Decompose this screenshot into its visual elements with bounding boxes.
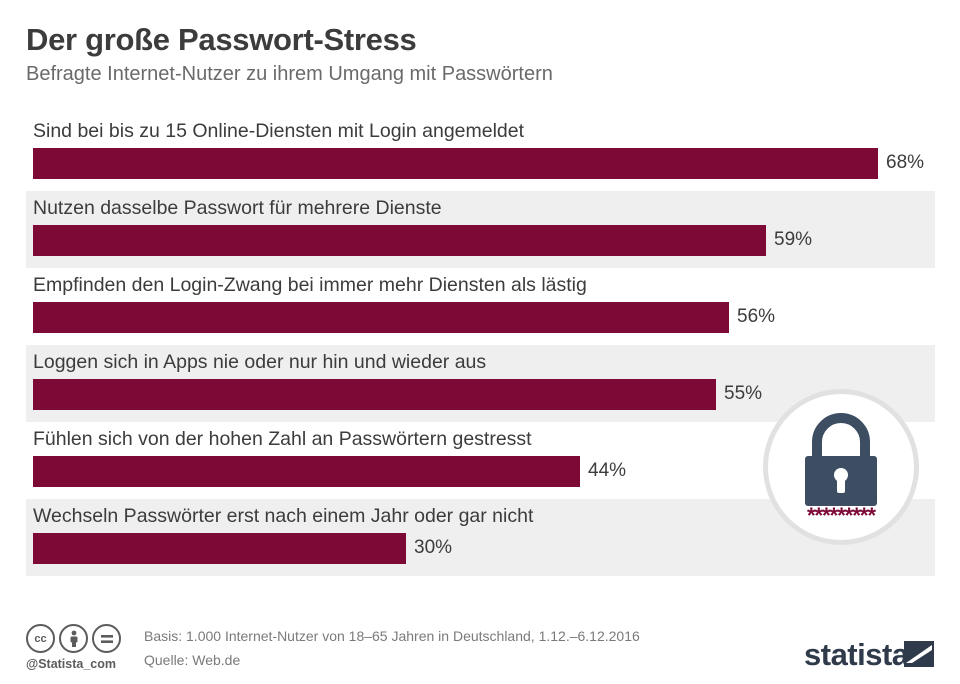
bar-row: Wechseln Passwörter erst nach einem Jahr…: [26, 499, 935, 576]
chart-subtitle: Befragte Internet-Nutzer zu ihrem Umgang…: [26, 63, 553, 85]
chart-title: Der große Passwort-Stress: [26, 22, 417, 57]
statista-logo[interactable]: statista: [804, 637, 909, 672]
bar-row: Loggen sich in Apps nie oder nur hin und…: [26, 345, 935, 422]
bar-row: Nutzen dasselbe Passwort für mehrere Die…: [26, 191, 935, 268]
bar-category-label: Fühlen sich von der hohen Zahl an Passwö…: [33, 428, 532, 450]
padlock-icon: *********: [805, 413, 877, 528]
bar-value-label: 68%: [886, 152, 925, 173]
bar-category-label: Nutzen dasselbe Passwort für mehrere Die…: [33, 197, 442, 219]
basis-note: Basis: 1.000 Internet-Nutzer von 18–65 J…: [144, 628, 640, 644]
bar: [33, 456, 580, 487]
bar-value-label: 56%: [737, 306, 776, 327]
bar: [33, 225, 766, 256]
bar-value-label: 30%: [414, 537, 453, 558]
bar-category-label: Sind bei bis zu 15 Online-Diensten mit L…: [33, 120, 525, 142]
bar: [33, 302, 729, 333]
statista-handle[interactable]: @Statista_com: [26, 657, 116, 671]
nd-icon[interactable]: [92, 624, 121, 653]
bar-category-label: Wechseln Passwörter erst nach einem Jahr…: [33, 505, 534, 527]
bar-category-label: Empfinden den Login-Zwang bei immer mehr…: [33, 274, 587, 296]
license-icons: cc: [26, 624, 121, 653]
bar: [33, 379, 716, 410]
cc-icon[interactable]: cc: [26, 624, 55, 653]
bar-category-label: Loggen sich in Apps nie oder nur hin und…: [33, 351, 487, 373]
lock-badge: *********: [763, 389, 919, 545]
statista-logo-mark-icon: [904, 641, 934, 667]
masked-password: *********: [807, 503, 876, 528]
source-note: Quelle: Web.de: [144, 652, 241, 668]
bar-value-label: 55%: [724, 383, 763, 404]
bar-row: Sind bei bis zu 15 Online-Diensten mit L…: [26, 114, 935, 191]
bar-row: Fühlen sich von der hohen Zahl an Passwö…: [26, 422, 935, 499]
bar-value-label: 44%: [588, 460, 627, 481]
bar-chart: Sind bei bis zu 15 Online-Diensten mit L…: [26, 114, 935, 578]
bar: [33, 148, 878, 179]
bar-row: Empfinden den Login-Zwang bei immer mehr…: [26, 268, 935, 345]
by-icon[interactable]: [59, 624, 88, 653]
bar: [33, 533, 406, 564]
bar-value-label: 59%: [774, 229, 813, 250]
